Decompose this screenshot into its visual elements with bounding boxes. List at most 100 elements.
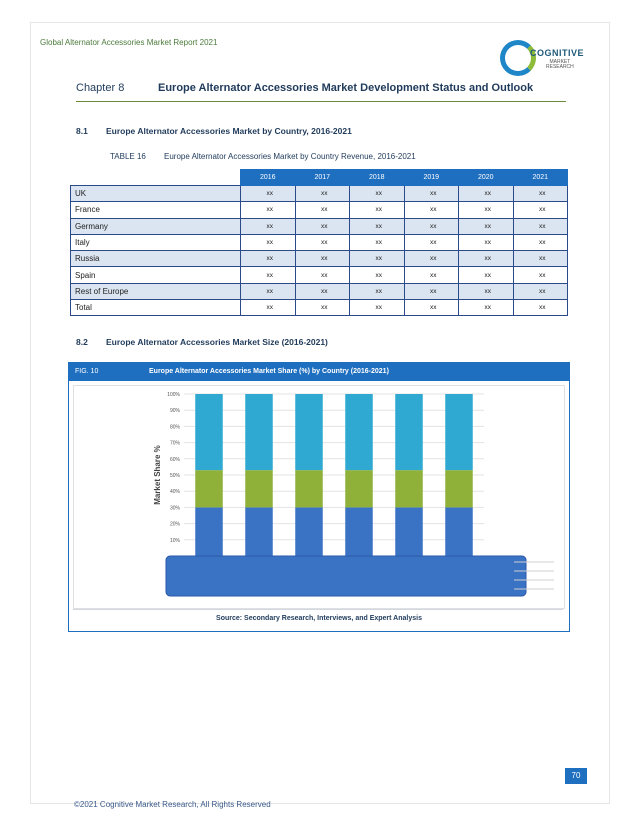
- row-label: UK: [70, 184, 241, 203]
- table-cell: xx: [240, 266, 296, 284]
- bar-segment: [445, 394, 473, 471]
- table-row: UK xx xx xx xx xx xx: [70, 184, 568, 203]
- table-header-cell: 2021: [512, 169, 568, 186]
- y-tick-label: 30%: [170, 505, 181, 511]
- table-cell: xx: [458, 250, 514, 268]
- table-cell: xx: [403, 201, 459, 219]
- table-cell: xx: [294, 266, 350, 284]
- table-cell: xx: [240, 233, 296, 252]
- table-cell: xx: [403, 233, 459, 252]
- bar-segment: [345, 394, 373, 471]
- chapter-divider: [76, 101, 566, 102]
- y-tick-label: 10%: [170, 538, 181, 544]
- table-cell: xx: [512, 266, 568, 284]
- bar-segment: [245, 470, 273, 508]
- table-cell: xx: [294, 299, 350, 317]
- bar-segment: [295, 470, 323, 508]
- table-header-cell: 2018: [349, 169, 405, 186]
- table-cell: xx: [458, 266, 514, 284]
- table-cell: xx: [512, 282, 568, 301]
- row-label: France: [70, 201, 241, 219]
- report-header: Global Alternator Accessories Market Rep…: [40, 38, 218, 47]
- table-row: Spain xx xx xx xx xx xx: [70, 266, 568, 284]
- figure-divider: [73, 609, 563, 610]
- logo-brand: COGNITIVE: [530, 48, 585, 58]
- table-cell: xx: [458, 184, 514, 203]
- table-cell: xx: [349, 233, 405, 252]
- y-tick-label: 40%: [170, 489, 181, 495]
- y-tick-label: 20%: [170, 522, 181, 528]
- table-caption-title: Europe Alternator Accessories Market by …: [164, 152, 416, 161]
- table-header-row: 2016 2017 2018 2019 2020 2021: [70, 169, 568, 186]
- table-row: Russia xx xx xx xx xx xx: [70, 250, 568, 268]
- table-caption-number: TABLE 16: [110, 152, 146, 161]
- table-row: Italy xx xx xx xx xx xx: [70, 233, 568, 252]
- logo-subtitle: MARKET RESEARCH: [546, 59, 574, 70]
- table-row: Germany xx xx xx xx xx xx: [70, 217, 568, 235]
- figure-box: FIG. 10 Europe Alternator Accessories Ma…: [68, 362, 570, 632]
- table-cell: xx: [512, 201, 568, 219]
- table-cell: xx: [458, 201, 514, 219]
- logo-ring-icon: [500, 40, 536, 76]
- figure-label: FIG. 10: [75, 368, 99, 375]
- chapter-number: Chapter 8: [76, 82, 125, 94]
- table-cell: xx: [458, 233, 514, 252]
- bar-segment: [395, 470, 423, 508]
- company-logo: COGNITIVE MARKET RESEARCH: [500, 40, 588, 80]
- table-row: Total xx xx xx xx xx xx: [70, 299, 568, 317]
- table-cell: xx: [294, 217, 350, 235]
- y-tick-label: 60%: [170, 457, 181, 463]
- row-label: Total: [70, 299, 241, 317]
- chapter-title: Europe Alternator Accessories Market Dev…: [158, 82, 534, 94]
- bar-segment: [345, 507, 373, 556]
- table-cell: xx: [349, 184, 405, 203]
- figure-title-bar: FIG. 10 Europe Alternator Accessories Ma…: [69, 363, 569, 381]
- table-header-cell: 2017: [294, 169, 350, 186]
- table-cell: xx: [294, 233, 350, 252]
- section-number: 8.1: [76, 126, 88, 136]
- table-cell: xx: [512, 217, 568, 235]
- table-row: France xx xx xx xx xx xx: [70, 201, 568, 219]
- table-cell: xx: [458, 299, 514, 317]
- figure-title: Europe Alternator Accessories Market Sha…: [149, 368, 389, 375]
- chart-data-overlay: [165, 555, 527, 597]
- table-cell: xx: [349, 282, 405, 301]
- table-row: Rest of Europe xx xx xx xx xx xx: [70, 282, 568, 301]
- y-axis-label: Market Share %: [153, 445, 162, 505]
- y-tick-label: 50%: [170, 473, 181, 479]
- table-cell: xx: [349, 217, 405, 235]
- row-label: Russia: [70, 250, 241, 268]
- table-cell: xx: [240, 250, 296, 268]
- bar-segment: [245, 507, 273, 556]
- footer-copyright: ©2021 Cognitive Market Research, All Rig…: [74, 800, 271, 809]
- table-cell: xx: [240, 217, 296, 235]
- table-cell: xx: [240, 201, 296, 219]
- y-tick-label: 80%: [170, 424, 181, 430]
- y-tick-label: 100%: [167, 392, 180, 398]
- table-cell: xx: [403, 282, 459, 301]
- table-cell: xx: [349, 299, 405, 317]
- table-cell: xx: [512, 299, 568, 317]
- section-number: 8.2: [76, 337, 88, 347]
- table-header-cell: 2016: [240, 169, 296, 186]
- table-caption: TABLE 16 Europe Alternator Accessories M…: [110, 152, 416, 161]
- section-title: Europe Alternator Accessories Market by …: [106, 126, 352, 136]
- table-cell: xx: [512, 233, 568, 252]
- table-cell: xx: [458, 282, 514, 301]
- figure-source: Source: Secondary Research, Interviews, …: [216, 615, 422, 622]
- table-cell: xx: [294, 250, 350, 268]
- table-cell: xx: [403, 299, 459, 317]
- y-tick-label: 70%: [170, 441, 181, 447]
- table-header-cell: 2019: [403, 169, 459, 186]
- table-cell: xx: [403, 250, 459, 268]
- bar-segment: [395, 394, 423, 471]
- table-cell: xx: [240, 299, 296, 317]
- table-header-cell: 2020: [458, 169, 514, 186]
- section-title: Europe Alternator Accessories Market Siz…: [106, 337, 328, 347]
- table-cell: xx: [512, 184, 568, 203]
- table-header-blank: [70, 169, 241, 186]
- table-cell: xx: [403, 217, 459, 235]
- bar-segment: [295, 394, 323, 471]
- page-number: 70: [565, 768, 587, 784]
- bar-segment: [195, 507, 223, 556]
